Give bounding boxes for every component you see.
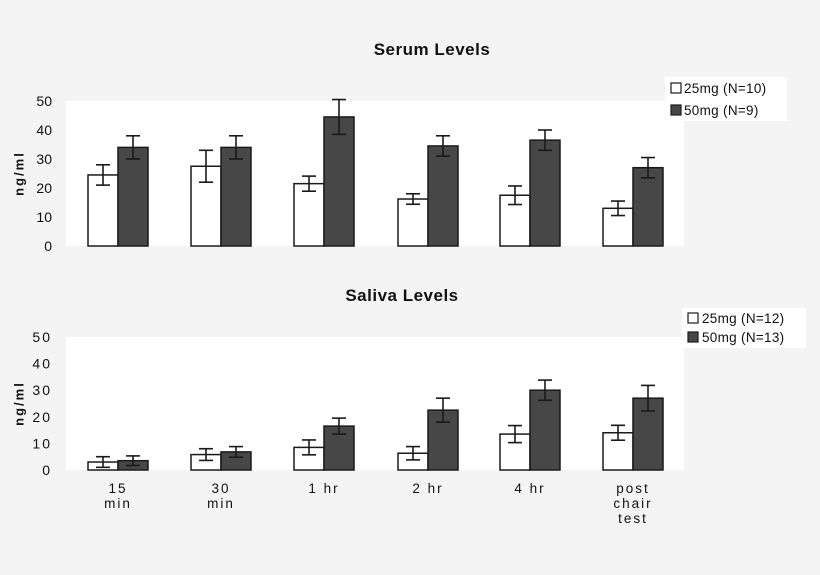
bar-25mg-4-hr [499, 433, 531, 471]
legend-box [682, 308, 806, 348]
error-bar [199, 149, 213, 183]
legend-swatch [670, 104, 682, 116]
legend-box [665, 77, 787, 121]
legend-label: 25mg (N=12) [702, 311, 784, 326]
x-tick-label: 1 hr [308, 481, 339, 496]
error-bar [302, 439, 316, 456]
error-bar [126, 455, 140, 467]
error-bar [406, 445, 420, 461]
legend-swatch [687, 312, 699, 324]
legend-label: 50mg (N=9) [684, 103, 759, 118]
y-axis-label: ng/ml [11, 381, 26, 426]
legend-label: 25mg (N=10) [684, 81, 766, 96]
error-bar [611, 200, 625, 217]
y-tick-label: 0 [42, 462, 52, 478]
bar-50mg-post-chair-test [632, 166, 664, 247]
y-tick-label: 10 [32, 435, 52, 451]
legend: 25mg (N=10) 50mg (N=9) [665, 77, 787, 121]
y-tick-label: 0 [44, 238, 52, 254]
x-tick-label: min [207, 496, 235, 511]
x-tick-label: 30 [211, 481, 230, 496]
legend-swatch [670, 82, 682, 94]
x-tick-label: 4 hr [514, 481, 545, 496]
error-bar [436, 135, 450, 157]
error-bar [332, 417, 346, 435]
error-bar [508, 185, 522, 206]
x-tick-label: min [104, 496, 132, 511]
error-bar [229, 445, 243, 459]
chart-title: Saliva Levels [345, 286, 458, 305]
bar-25mg-15-min [87, 174, 119, 247]
plot-area [66, 101, 684, 246]
plot-area [66, 337, 684, 470]
y-tick-label: 50 [36, 93, 52, 109]
bar-50mg-30-min [220, 146, 252, 247]
x-tick-label: post [616, 481, 650, 496]
bar-25mg-2-hr [397, 198, 429, 247]
bar-50mg-1-hr [323, 116, 355, 247]
x-tick-label: 2 hr [412, 481, 443, 496]
x-tick-label: 15 [108, 481, 127, 496]
chart-panel-1: Serum Levels ng/ml 0 10 20 30 40 50 25mg (N=10) 5… [11, 40, 787, 254]
y-tick-label: 30 [32, 382, 52, 398]
error-bar [436, 397, 450, 423]
legend: 25mg (N=12) 50mg (N=13) [682, 308, 806, 348]
y-axis-label: ng/ml [11, 151, 26, 196]
bar-50mg-2-hr [427, 145, 459, 247]
error-bar [538, 379, 552, 402]
legend-label: 50mg (N=13) [702, 330, 784, 345]
bar-25mg-1-hr [293, 182, 325, 247]
error-bar [508, 424, 522, 444]
y-tick-label: 40 [32, 356, 52, 372]
y-tick-label: 10 [36, 209, 52, 225]
error-bar [96, 164, 110, 186]
x-tick-label: chair [613, 496, 652, 511]
error-bar [538, 129, 552, 152]
error-bar [199, 447, 213, 462]
y-tick-label: 40 [36, 122, 52, 138]
y-tick-label: 20 [36, 180, 52, 196]
y-tick-label: 30 [36, 151, 52, 167]
chart-panel-2: Saliva Levels ng/ml 0 10 20 30 40 50 25mg (N=12)… [11, 286, 806, 526]
y-tick-label: 50 [32, 329, 52, 345]
legend-swatch [687, 331, 699, 343]
y-tick-label: 20 [32, 409, 52, 425]
bar-50mg-15-min [117, 146, 149, 247]
error-bar [406, 193, 420, 206]
chart-title: Serum Levels [374, 40, 491, 59]
bar-50mg-4-hr [529, 139, 561, 247]
bar-50mg-4-hr [529, 389, 561, 471]
error-bar [126, 135, 140, 160]
error-bar [302, 175, 316, 192]
error-bar [611, 424, 625, 442]
error-bar [641, 384, 655, 412]
error-bar [96, 455, 110, 469]
error-bar [332, 98, 346, 136]
x-tick-label: test [618, 511, 648, 526]
error-bar [229, 135, 243, 160]
error-bar [641, 156, 655, 179]
